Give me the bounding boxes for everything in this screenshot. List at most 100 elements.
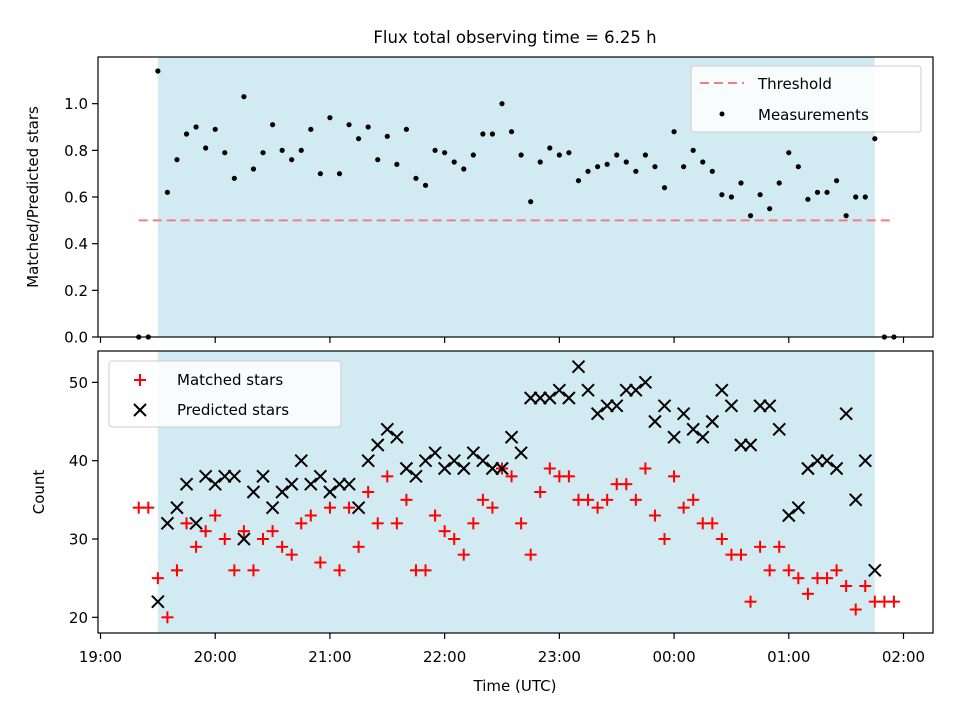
predicted-stars-point: [437, 461, 452, 476]
predicted-stars-point: [753, 399, 767, 413]
predicted-stars-point: [782, 508, 796, 523]
matched-stars-point: [476, 493, 489, 506]
predicted-stars-point-b: [523, 391, 538, 405]
measurement-point: [489, 131, 496, 137]
matched-stars-point: [658, 533, 671, 545]
predicted-stars-point-b: [428, 446, 442, 460]
predicted-stars-point: [380, 422, 394, 437]
predicted-stars-point-b: [791, 500, 806, 515]
matched-stars-point: [161, 611, 174, 624]
matched-stars-point: [687, 493, 700, 506]
x-axis-label: Time (UTC): [473, 677, 557, 695]
predicted-stars-point-b: [638, 375, 653, 390]
matched-stars-point: [744, 595, 757, 608]
measurement-point: [633, 168, 639, 174]
x-tick-label: 20:00: [194, 648, 237, 666]
predicted-stars-point: [629, 383, 643, 397]
predicted-stars-point-b: [457, 461, 471, 476]
matched-stars-point: [190, 540, 203, 553]
bottom-panel-frame: [97, 350, 934, 634]
predicted-stars-point: [858, 453, 872, 468]
y-tick-label: 50: [69, 374, 88, 392]
predicted-stars-point-b: [246, 485, 261, 499]
predicted-stars-point: [294, 453, 308, 468]
predicted-stars-point: [466, 446, 481, 460]
predicted-stars-point: [323, 485, 337, 499]
predicted-stars-point-b: [208, 477, 222, 491]
matched-stars-point: [381, 470, 394, 483]
predicted-stars-point: [600, 399, 614, 413]
measurement-point: [365, 124, 371, 130]
predicted-stars-point-b: [390, 430, 404, 444]
matched-stars-point: [524, 548, 537, 561]
measurement-point: [269, 122, 276, 128]
matched-stars-point: [887, 595, 900, 608]
predicted-stars-point-b: [323, 485, 337, 499]
predicted-stars-point-b: [600, 399, 614, 413]
bottom-legend: Matched stars Predicted stars: [108, 360, 342, 428]
measurement-point: [499, 101, 505, 107]
matched-stars-point: [390, 517, 403, 530]
predicted-stars-point: [237, 532, 251, 546]
matched-stars-point: [782, 564, 795, 577]
predicted-stars-point: [848, 493, 863, 507]
legend-measurements-label: Measurements: [758, 106, 869, 124]
predicted-stars-point: [533, 391, 547, 405]
predicted-stars-point: [610, 399, 624, 413]
predicted-stars-point-b: [189, 516, 203, 531]
predicted-stars-point: [686, 422, 700, 437]
matched-stars-point: [591, 501, 604, 514]
predicted-stars-point: [284, 477, 299, 491]
matched-stars-point: [849, 603, 862, 616]
measurement-point: [413, 175, 419, 181]
predicted-stars-point: [868, 563, 882, 578]
predicted-stars-point-b: [619, 383, 633, 397]
predicted-stars-point-b: [151, 594, 165, 609]
predicted-stars-point-b: [848, 493, 863, 507]
matched-stars-point: [218, 533, 231, 545]
matched-stars-point: [228, 564, 241, 577]
measurement-point: [279, 147, 285, 153]
bottom-x-axis-ticks: 19:00 20:00 21:00 22:00 23:00 00:00 01:00 02:00: [79, 633, 925, 666]
x-tick-label: 00:00: [652, 648, 695, 666]
predicted-stars-point-b: [772, 422, 786, 437]
matched-stars-point: [170, 564, 183, 577]
measurement-point: [853, 194, 859, 200]
predicted-stars-point-b: [227, 469, 242, 484]
predicted-stars-point-b: [237, 532, 251, 546]
measurement-point: [336, 171, 343, 177]
matched-stars-point: [266, 525, 279, 538]
predicted-stars-point-b: [868, 563, 882, 578]
measurement-point: [241, 94, 247, 100]
predicted-stars-point: [418, 453, 433, 468]
predicted-stars-point: [552, 383, 567, 397]
predicted-stars-point-b: [418, 453, 433, 468]
predicted-stars-point-b: [696, 430, 710, 444]
predicted-stars-point-b: [839, 406, 853, 421]
measurement-point: [164, 189, 171, 195]
measurement-point: [174, 157, 180, 163]
x-tick-label: 02:00: [882, 648, 925, 666]
matched-stars-point: [400, 493, 413, 506]
predicted-stars-point-b: [581, 383, 595, 397]
measurement-point: [681, 164, 687, 170]
predicted-stars-point: [590, 406, 605, 421]
predicted-stars-point: [676, 406, 691, 421]
predicted-stars-point: [715, 383, 729, 397]
predicted-stars-point: [351, 500, 366, 515]
measurement-point: [776, 180, 782, 186]
predicted-stars-point: [409, 469, 423, 484]
matched-stars-point: [142, 501, 155, 514]
matched-stars-point: [763, 564, 776, 577]
measurement-point: [575, 178, 582, 184]
matched-stars-point: [362, 486, 375, 498]
predicted-stars-point: [256, 469, 270, 484]
measurement-point: [317, 171, 323, 177]
predicted-stars-point: [743, 438, 758, 452]
predicted-stars-point-b: [734, 438, 748, 452]
predicted-stars-point-b: [552, 383, 567, 397]
predicted-stars-point: [495, 461, 509, 476]
predicted-stars-point-b: [533, 391, 547, 405]
matched-stars-point: [792, 572, 805, 585]
legend-predicted-swatch: [133, 403, 147, 417]
